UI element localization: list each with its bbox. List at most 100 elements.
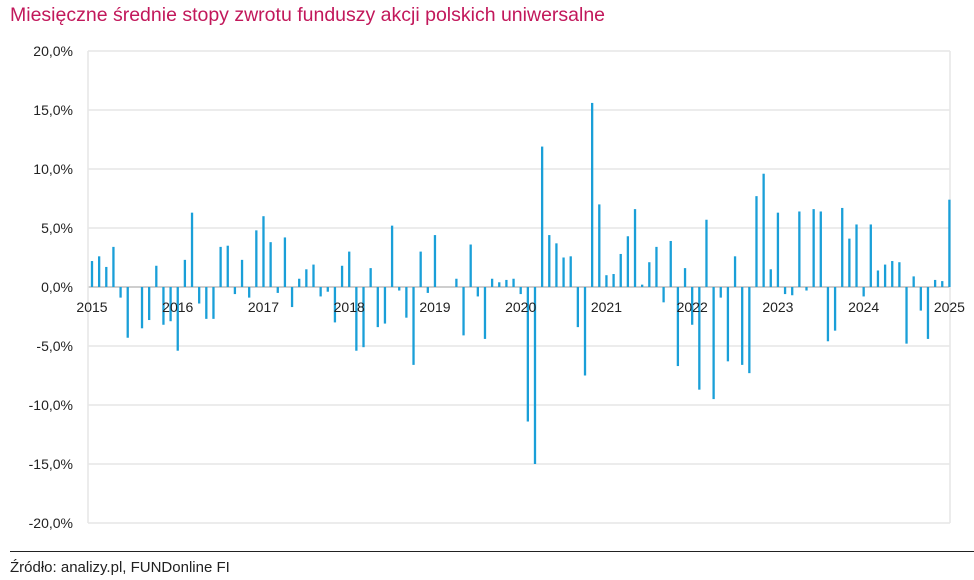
x-tick-label: 2020 xyxy=(505,299,536,315)
y-tick-label: 5,0% xyxy=(41,220,73,236)
bar xyxy=(319,287,322,297)
y-tick-label: 10,0% xyxy=(33,161,73,177)
bar xyxy=(619,253,622,287)
bar xyxy=(569,256,572,287)
bar xyxy=(726,287,730,362)
bar xyxy=(183,259,187,287)
bar xyxy=(598,204,601,287)
bar xyxy=(219,246,222,287)
bar xyxy=(290,287,294,308)
bar xyxy=(662,287,665,303)
bar xyxy=(905,287,908,344)
bar xyxy=(783,287,787,295)
bar xyxy=(512,278,515,287)
bar xyxy=(312,264,315,287)
bar xyxy=(469,244,472,287)
bar xyxy=(340,265,344,287)
bar xyxy=(376,287,379,328)
bar xyxy=(233,287,237,295)
source-note: Źródło: analizy.pl, FUNDonline FI xyxy=(10,559,230,576)
bar xyxy=(669,240,672,287)
bar xyxy=(169,287,172,322)
bar xyxy=(348,251,351,287)
bar xyxy=(933,279,937,287)
y-axis-labels: 20,0% 15,0% 10,0% 5,0% 0,0% -5,0% -10,0% -15,0%… xyxy=(29,43,73,531)
bar xyxy=(362,287,365,348)
bar xyxy=(390,225,394,287)
bar xyxy=(605,275,608,287)
bar xyxy=(540,146,544,287)
bar xyxy=(262,216,265,287)
bar xyxy=(748,287,751,374)
bar xyxy=(919,287,922,311)
bar xyxy=(97,256,101,287)
bar xyxy=(819,211,822,287)
bar xyxy=(283,237,287,287)
bar xyxy=(648,262,651,287)
bar xyxy=(762,173,765,287)
bar xyxy=(126,287,129,338)
bar xyxy=(212,287,215,319)
bar xyxy=(841,207,844,287)
y-tick-label: -15,0% xyxy=(29,456,73,472)
x-tick-label: 2017 xyxy=(248,299,279,315)
x-tick-label: 2022 xyxy=(677,299,708,315)
bar xyxy=(691,287,694,325)
bar xyxy=(483,287,487,339)
bar xyxy=(90,261,94,287)
bar xyxy=(755,196,758,287)
bar xyxy=(119,287,122,298)
bar xyxy=(533,287,537,464)
bar xyxy=(498,282,501,287)
y-tick-label: -20,0% xyxy=(29,515,73,531)
bar xyxy=(633,209,637,287)
bar xyxy=(405,287,408,318)
x-tick-label: 2021 xyxy=(591,299,622,315)
x-tick-label: 2018 xyxy=(334,299,365,315)
bar xyxy=(526,287,529,422)
bar xyxy=(891,261,894,287)
bar xyxy=(548,235,551,287)
x-tick-label: 2023 xyxy=(762,299,793,315)
bar xyxy=(419,251,422,287)
chart-title: Miesięczne średnie stopy zwrotu funduszy… xyxy=(10,4,606,26)
bar xyxy=(240,259,244,287)
bar xyxy=(719,287,722,298)
bar xyxy=(948,199,951,287)
bar xyxy=(583,287,587,376)
bar xyxy=(412,287,415,365)
x-axis-labels: 2015 2016 2017 2018 2019 2020 2021 2022 2023 2024… xyxy=(76,299,965,315)
bar xyxy=(298,278,301,287)
bar xyxy=(805,287,808,291)
bar xyxy=(255,230,258,287)
bar xyxy=(876,270,880,287)
bar xyxy=(555,243,558,287)
bar xyxy=(626,236,630,287)
bar xyxy=(519,287,522,295)
bar xyxy=(912,276,915,287)
bar xyxy=(248,287,251,298)
bar xyxy=(712,287,715,400)
gridlines xyxy=(87,50,951,524)
bar xyxy=(162,287,165,325)
bar xyxy=(369,268,372,287)
bar-chart: 20,0% 15,0% 10,0% 5,0% 0,0% -5,0% -10,0% -15,0%… xyxy=(29,43,966,531)
bar xyxy=(333,287,337,323)
bar xyxy=(941,281,944,287)
x-tick-label: 2024 xyxy=(848,299,879,315)
bar xyxy=(705,219,708,287)
bar xyxy=(562,257,565,287)
bar xyxy=(612,274,615,287)
bar xyxy=(883,264,887,287)
bar xyxy=(869,224,872,287)
bar xyxy=(576,287,580,328)
footer-divider xyxy=(10,551,974,552)
bar xyxy=(855,224,858,287)
bar xyxy=(383,287,387,324)
bar xyxy=(826,287,830,342)
bar xyxy=(655,246,658,287)
bar xyxy=(455,278,458,287)
bar xyxy=(176,287,179,351)
bar xyxy=(505,279,508,287)
bar xyxy=(269,242,272,287)
